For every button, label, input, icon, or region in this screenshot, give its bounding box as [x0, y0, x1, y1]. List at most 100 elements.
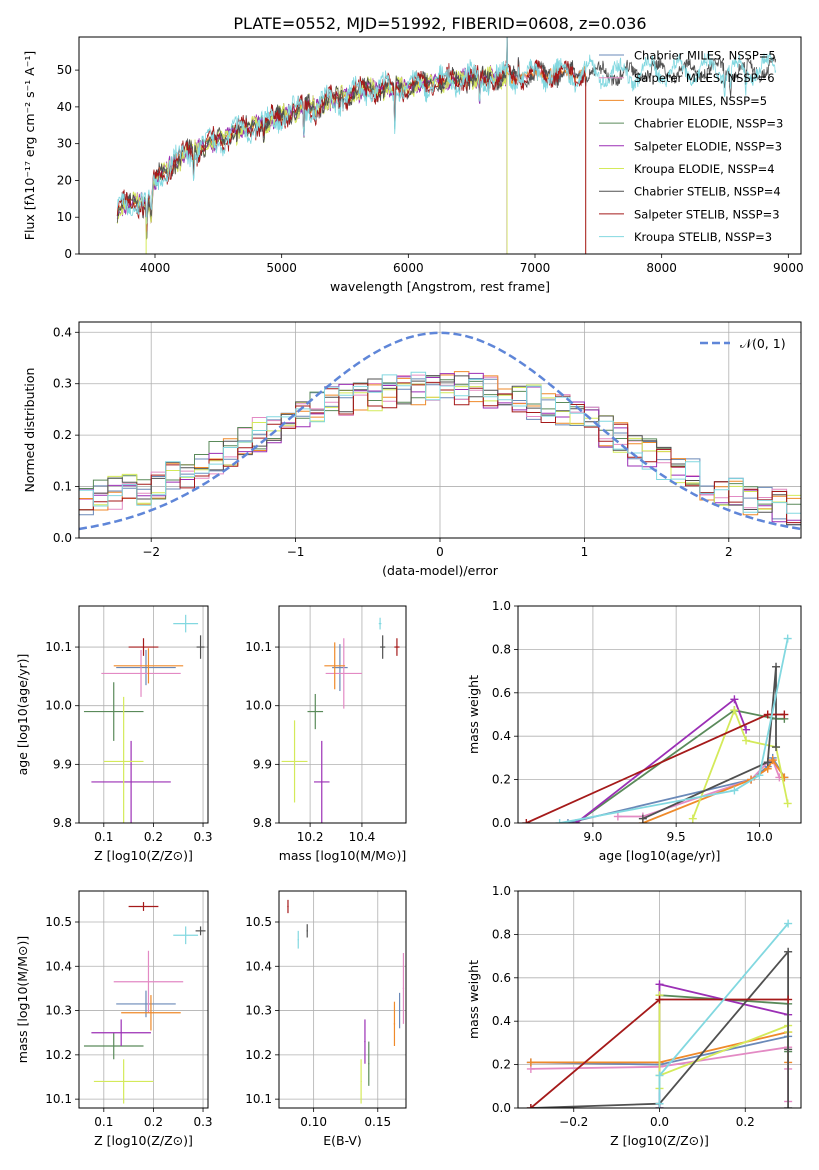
- y-tick-label: 1.0: [492, 884, 511, 898]
- y-tick-label: 10.0: [45, 699, 72, 713]
- x-tick-label: 10.0: [746, 830, 773, 844]
- y-tick-label: 10.3: [245, 1004, 272, 1018]
- weight-marker: [563, 819, 572, 823]
- weight-marker: [755, 771, 764, 780]
- weight-marker: [784, 947, 793, 956]
- axes-frame: [278, 605, 407, 824]
- y-tick-label: 40: [57, 100, 72, 114]
- x-axis-label: Z [log10(Z/Z⊙)]: [94, 1133, 193, 1148]
- weight-marker: [730, 706, 739, 715]
- mass-vs-ebv-panel: 0.10 0.15 10.1 10.2 10.3 10.4 10.5 E(B-V): [245, 890, 407, 1148]
- weight-marker: [613, 812, 622, 821]
- weight-marker: [784, 995, 793, 1004]
- y-tick-label: 0.6: [492, 686, 511, 700]
- weight-marker: [522, 819, 531, 823]
- legend-label: Chabrier ELODIE, NSSP=3: [634, 117, 783, 131]
- errorbar-point: [83, 682, 144, 741]
- x-tick-label: 0.2: [144, 1115, 163, 1129]
- y-tick-label: 10.4: [245, 959, 272, 973]
- y-tick-label: 0.0: [492, 816, 511, 830]
- errorbar-point: [121, 995, 181, 1031]
- legend-label: Salpeter ELODIE, NSSP=3: [634, 139, 782, 153]
- legend-label: Salpeter MILES, NSSP=6: [634, 71, 775, 85]
- y-axis-label: Normed distribution: [22, 368, 37, 493]
- weight-line-kroupa-elodie: [658, 995, 789, 1089]
- weight-marker: [784, 1045, 793, 1054]
- y-tick-label: 0.8: [492, 642, 511, 656]
- weight-marker: [772, 743, 781, 752]
- y-tick-label: 0.1: [53, 480, 72, 494]
- x-tick-label: 9000: [773, 261, 804, 275]
- errorbar-point: [324, 642, 346, 690]
- errorbar-point: [287, 899, 289, 914]
- normal-curve: [79, 331, 801, 531]
- y-tick-label: 10.1: [45, 640, 72, 654]
- y-tick-label: 0.0: [53, 531, 72, 545]
- y-tick-label: 10.2: [245, 1048, 272, 1062]
- x-axis-label: Z [log10(Z/Z⊙)]: [610, 1133, 709, 1148]
- x-tick-label: 0.1: [94, 1115, 113, 1129]
- weight-marker: [526, 1104, 535, 1108]
- y-tick-label: 10.2: [45, 1048, 72, 1062]
- y-tick-label: 10.1: [45, 1092, 72, 1106]
- y-tick-label: 0.4: [492, 729, 511, 743]
- y-tick-label: 0.8: [492, 927, 511, 941]
- weight-line-kroupa-stelib: [658, 922, 789, 1104]
- x-axis-label: E(B-V): [323, 1133, 362, 1148]
- y-tick-label: 0.2: [492, 1058, 511, 1072]
- x-tick-label: −1: [287, 545, 305, 559]
- y-tick-label: 50: [57, 63, 72, 77]
- y-tick-label: 10.4: [45, 959, 72, 973]
- errorbar-point: [93, 1059, 154, 1104]
- x-tick-label: 0.0: [650, 1115, 669, 1129]
- x-tick-label: 10.4: [349, 830, 376, 844]
- weight-marker: [730, 695, 739, 704]
- y-axis-label: age [log10(age/yr)]: [15, 654, 30, 776]
- y-tick-label: 0: [64, 247, 72, 261]
- x-tick-label: 0.2: [736, 1115, 755, 1129]
- axes-frame: [78, 321, 802, 539]
- y-axis-label: mass weight: [466, 675, 481, 754]
- weight-marker: [772, 662, 781, 671]
- errorbar-point: [101, 649, 181, 697]
- x-tick-label: 0.2: [144, 830, 163, 844]
- errorbar-point: [393, 1001, 396, 1046]
- x-tick-label: 9.5: [667, 830, 686, 844]
- errorbar-point: [297, 930, 299, 949]
- legend-label: Salpeter STELIB, NSSP=3: [634, 207, 780, 221]
- weight-marker: [780, 710, 789, 719]
- y-tick-label: 10.0: [245, 699, 272, 713]
- errorbar-point: [380, 635, 386, 659]
- errorbar-point: [128, 902, 159, 911]
- mass-vs-metallicity-panel: 0.1 0.2 0.3 10.1 10.2 10.3 10.4 10.5 Z [log10(Z/…: [15, 890, 213, 1148]
- errorbar-point: [360, 1059, 362, 1104]
- x-tick-label: −0.2: [559, 1115, 588, 1129]
- histogram-step-kroupa-stelib: [79, 371, 801, 515]
- x-tick-label: 0: [436, 545, 444, 559]
- mass-weight-vs-metallicity-panel: −0.2 0.0 0.2 0.0 0.2 0.4 0.6 0.8 1.0 Z [log10(Z/Z…: [466, 884, 802, 1148]
- errorbar-point: [402, 953, 405, 1024]
- errorbar-point: [378, 617, 382, 630]
- weight-marker: [655, 980, 664, 989]
- x-tick-label: 10.2: [297, 830, 324, 844]
- x-tick-label: 2: [725, 545, 733, 559]
- errorbar-point: [195, 926, 206, 936]
- mass-weight-vs-age-panel: 9.0 9.5 10.0 0.0 0.2 0.4 0.6 0.8 1.0 age [log10(a…: [466, 599, 802, 863]
- weight-marker: [783, 634, 792, 643]
- legend-label: 𝒩(0, 1): [740, 336, 786, 351]
- legend-label: Chabrier STELIB, NSSP=4: [634, 185, 781, 199]
- weight-marker: [655, 1099, 664, 1108]
- x-tick-label: 0.15: [364, 1115, 391, 1129]
- x-tick-label: 4000: [140, 261, 171, 275]
- weight-marker: [763, 710, 772, 719]
- spectrum-legend: Chabrier MILES, NSSP=5 Salpeter MILES, NS…: [599, 49, 783, 244]
- y-tick-label: 30: [57, 137, 72, 151]
- weight-marker: [638, 814, 647, 823]
- y-axis-label: mass weight: [466, 960, 481, 1039]
- y-tick-label: 10.5: [245, 915, 272, 929]
- x-tick-label: 9.0: [583, 830, 602, 844]
- y-tick-label: 0.4: [53, 325, 72, 339]
- y-tick-label: 20: [57, 173, 72, 187]
- x-tick-label: 8000: [646, 261, 677, 275]
